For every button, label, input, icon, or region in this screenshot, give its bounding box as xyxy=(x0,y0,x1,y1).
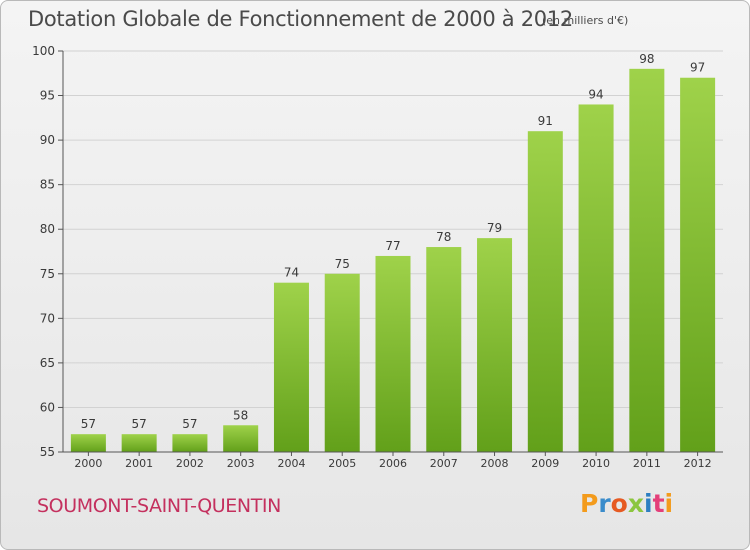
bar xyxy=(121,434,157,452)
bar xyxy=(223,425,259,452)
x-tick-label: 2004 xyxy=(277,457,305,470)
y-tick-label: 60 xyxy=(40,400,55,414)
x-tick-label: 2007 xyxy=(430,457,458,470)
y-tick-label: 100 xyxy=(32,44,55,58)
data-label: 74 xyxy=(284,266,299,280)
y-tick-label: 55 xyxy=(40,445,55,459)
logo-letter: t xyxy=(652,489,665,518)
y-tick-label: 90 xyxy=(40,133,55,147)
data-label: 94 xyxy=(588,87,603,101)
data-label: 57 xyxy=(182,417,197,431)
y-tick-label: 80 xyxy=(40,222,55,236)
logo-letter: r xyxy=(598,489,611,518)
data-label: 75 xyxy=(335,257,350,271)
data-label: 77 xyxy=(385,239,400,253)
logo-letter: i xyxy=(644,489,653,518)
logo-letter: i xyxy=(664,489,674,518)
x-tick-label: 2000 xyxy=(74,457,102,470)
x-tick-label: 2002 xyxy=(176,457,204,470)
data-label: 57 xyxy=(132,417,147,431)
x-tick-label: 2008 xyxy=(481,457,509,470)
bar xyxy=(172,434,208,452)
data-label: 57 xyxy=(81,417,96,431)
y-tick-label: 85 xyxy=(40,178,55,192)
y-tick-label: 70 xyxy=(40,311,55,325)
commune-name: SOUMONT-SAINT-QUENTIN xyxy=(37,495,281,517)
data-label: 58 xyxy=(233,408,248,422)
data-label: 78 xyxy=(436,230,451,244)
bar xyxy=(477,238,513,452)
logo-letter: o xyxy=(610,489,628,518)
data-label: 91 xyxy=(538,114,553,128)
bar xyxy=(629,68,665,453)
y-tick-label: 95 xyxy=(40,89,55,103)
x-tick-label: 2010 xyxy=(582,457,610,470)
data-label: 97 xyxy=(690,61,705,75)
y-tick-label: 75 xyxy=(40,267,55,281)
x-tick-label: 2006 xyxy=(379,457,407,470)
x-tick-label: 2011 xyxy=(633,457,661,470)
x-tick-label: 2012 xyxy=(684,457,712,470)
x-tick-label: 2005 xyxy=(328,457,356,470)
bar xyxy=(578,104,614,452)
chart-title: Dotation Globale de Fonctionnement de 20… xyxy=(28,7,573,31)
chart-subtitle: (en milliers d'€) xyxy=(542,14,629,27)
logo-letter: x xyxy=(627,489,644,518)
logo-letter: P xyxy=(580,489,599,518)
bar xyxy=(324,273,360,452)
bar xyxy=(375,255,411,452)
y-tick-label: 65 xyxy=(40,356,55,370)
x-tick-label: 2009 xyxy=(531,457,559,470)
data-label: 79 xyxy=(487,221,502,235)
bar xyxy=(680,77,716,452)
data-label: 98 xyxy=(639,52,654,66)
bar xyxy=(527,131,563,452)
x-tick-label: 2001 xyxy=(125,457,153,470)
bar xyxy=(70,434,106,452)
proxiti-logo: Proxiti xyxy=(580,489,673,518)
bar xyxy=(426,247,462,452)
bar xyxy=(273,282,309,452)
x-tick-label: 2003 xyxy=(227,457,255,470)
